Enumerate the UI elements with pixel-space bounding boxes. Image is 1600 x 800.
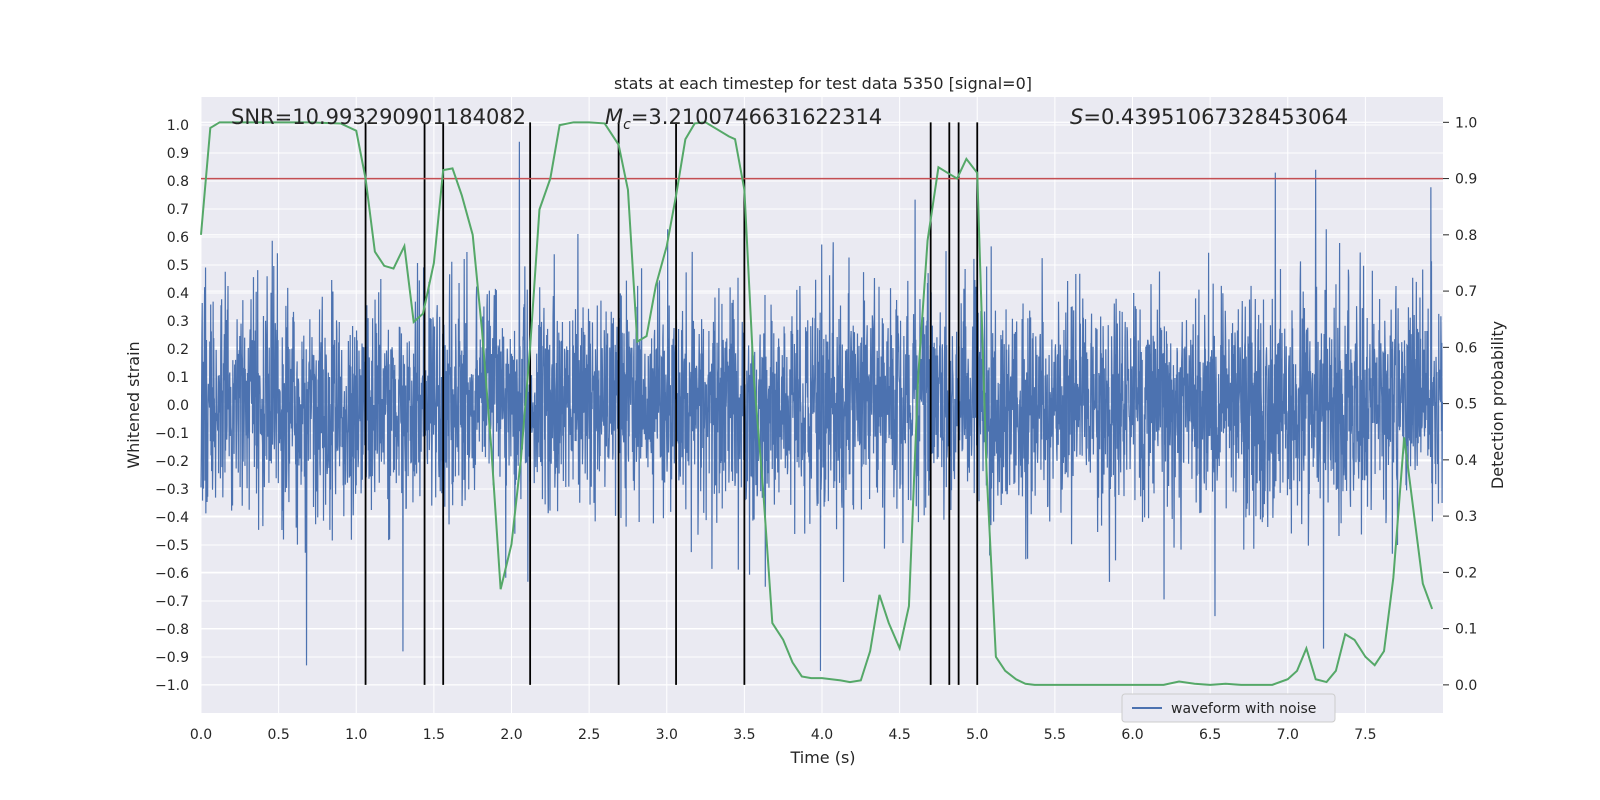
y-right-tick-label: 0.0 <box>1455 678 1477 694</box>
x-tick-label: 2.0 <box>500 727 522 743</box>
y-left-tick-label: −0.8 <box>155 622 189 638</box>
y-left-tick-label: 1.0 <box>167 118 189 134</box>
chirp-mass-symbol: M <box>605 105 623 129</box>
x-tick-label: 5.5 <box>1044 727 1066 743</box>
y-axis-right-title: Detection probability <box>1488 321 1507 489</box>
y-right-tick-label: 0.6 <box>1455 340 1477 356</box>
y-left-tick-label: 0.2 <box>167 342 189 358</box>
chirp-mass-subscript: c <box>623 117 631 133</box>
x-tick-label: 4.0 <box>811 727 833 743</box>
snr-annotation: SNR=10.993290901184082 <box>231 105 526 129</box>
y-left-tick-label: −0.2 <box>155 454 189 470</box>
tick-labels: 0.0 0.5 1.0 1.5 2.0 2.5 3.0 3.5 4.0 4.5 5.0 5.5 6.0 6… <box>155 115 1477 743</box>
y-right-tick-label: 0.1 <box>1455 622 1477 638</box>
waveform-series <box>200 141 1443 672</box>
y-right-tick-label: 0.5 <box>1455 397 1477 413</box>
waveform-line <box>200 141 1443 672</box>
x-tick-label: 0.0 <box>190 727 212 743</box>
y-left-tick-label: −0.3 <box>155 482 189 498</box>
probability-series <box>200 121 1443 686</box>
y-left-tick-label: −0.7 <box>155 594 189 610</box>
s-symbol: S <box>1070 105 1083 129</box>
x-tick-label: 6.0 <box>1121 727 1143 743</box>
x-tick-label: 7.0 <box>1277 727 1299 743</box>
y-left-tick-label: −0.5 <box>155 538 189 554</box>
y-left-tick-label: 0.4 <box>167 286 189 302</box>
x-tick-label: 3.5 <box>733 727 755 743</box>
y-right-tick-label: 0.8 <box>1455 228 1477 244</box>
x-tick-label: 5.0 <box>966 727 988 743</box>
y-right-tick-label: 0.3 <box>1455 509 1477 525</box>
y-left-tick-label: −1.0 <box>155 678 189 694</box>
chirp-mass-value: =3.2100746631622314 <box>631 105 882 129</box>
y-left-tick-label: 0.5 <box>167 258 189 274</box>
y-left-tick-label: −0.4 <box>155 510 189 526</box>
y-right-tick-label: 0.9 <box>1455 172 1477 188</box>
x-tick-label: 2.5 <box>578 727 600 743</box>
legend: waveform with noise <box>1121 693 1336 723</box>
detection-markers <box>364 122 979 685</box>
x-tick-label: 3.0 <box>656 727 678 743</box>
y-right-tick-label: 0.2 <box>1455 565 1477 581</box>
y-right-tick-label: 0.4 <box>1455 453 1477 469</box>
chirp-mass-annotation: Mc=3.2100746631622314 <box>605 105 882 133</box>
legend-box <box>1121 693 1336 723</box>
y-left-tick-label: 0.9 <box>167 146 189 162</box>
x-tick-label: 1.5 <box>423 727 445 743</box>
y-axis-left-title: Whitened strain <box>124 341 143 468</box>
legend-label: waveform with noise <box>1171 701 1316 717</box>
y-left-tick-label: −0.1 <box>155 426 189 442</box>
x-tick-label: 7.5 <box>1354 727 1376 743</box>
chart-title: stats at each timestep for test data 535… <box>614 74 1032 93</box>
y-left-tick-label: 0.1 <box>167 370 189 386</box>
y-right-tick-label: 1.0 <box>1455 115 1477 131</box>
y-left-tick-label: 0.7 <box>167 202 189 218</box>
probability-line <box>200 121 1434 686</box>
x-axis-title: Time (s) <box>789 748 855 767</box>
y-left-tick-label: −0.9 <box>155 650 189 666</box>
y-left-tick-label: 0.8 <box>167 174 189 190</box>
y-left-tick-label: −0.6 <box>155 566 189 582</box>
s-value: =0.43951067328453064 <box>1083 105 1348 129</box>
s-annotation: S=0.43951067328453064 <box>1070 105 1348 129</box>
y-left-tick-label: 0.3 <box>167 314 189 330</box>
y-left-tick-label: 0.6 <box>167 230 189 246</box>
y-left-tick-label: 0.0 <box>167 398 189 414</box>
x-tick-label: 6.5 <box>1199 727 1221 743</box>
x-tick-label: 1.0 <box>345 727 367 743</box>
y-right-tick-label: 0.7 <box>1455 284 1477 300</box>
x-tick-label: 0.5 <box>267 727 289 743</box>
x-tick-label: 4.5 <box>888 727 910 743</box>
